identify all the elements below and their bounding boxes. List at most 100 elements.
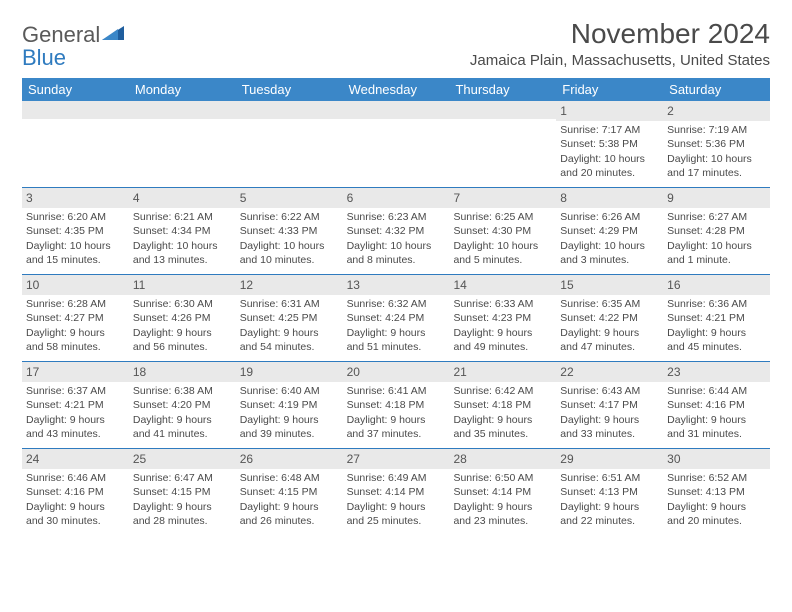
sunset: Sunset: 4:35 PM xyxy=(26,224,125,238)
sunrise: Sunrise: 6:23 AM xyxy=(347,210,446,224)
sunset: Sunset: 4:22 PM xyxy=(560,311,659,325)
day-cell: 1Sunrise: 7:17 AMSunset: 5:38 PMDaylight… xyxy=(556,101,663,187)
daylight: Daylight: 10 hours and 8 minutes. xyxy=(347,239,446,267)
day-number xyxy=(22,101,129,119)
sunrise: Sunrise: 6:30 AM xyxy=(133,297,232,311)
day-cell xyxy=(129,101,236,187)
day-cell: 27Sunrise: 6:49 AMSunset: 4:14 PMDayligh… xyxy=(343,449,450,535)
dow-tue: Tuesday xyxy=(236,78,343,101)
daylight: Daylight: 9 hours and 28 minutes. xyxy=(133,500,232,528)
week-row: 24Sunrise: 6:46 AMSunset: 4:16 PMDayligh… xyxy=(22,448,770,535)
day-cell: 25Sunrise: 6:47 AMSunset: 4:15 PMDayligh… xyxy=(129,449,236,535)
sunrise: Sunrise: 6:37 AM xyxy=(26,384,125,398)
sunset: Sunset: 4:14 PM xyxy=(347,485,446,499)
daylight: Daylight: 9 hours and 33 minutes. xyxy=(560,413,659,441)
sunrise: Sunrise: 6:38 AM xyxy=(133,384,232,398)
sunrise: Sunrise: 6:43 AM xyxy=(560,384,659,398)
daylight: Daylight: 9 hours and 37 minutes. xyxy=(347,413,446,441)
day-number: 29 xyxy=(556,449,663,469)
sunrise: Sunrise: 6:42 AM xyxy=(453,384,552,398)
dow-wed: Wednesday xyxy=(343,78,450,101)
day-number: 14 xyxy=(449,275,556,295)
daylight: Daylight: 9 hours and 35 minutes. xyxy=(453,413,552,441)
logo-word2: Blue xyxy=(22,47,66,69)
day-body: Sunrise: 6:31 AMSunset: 4:25 PMDaylight:… xyxy=(236,295,343,358)
day-number: 10 xyxy=(22,275,129,295)
sunrise: Sunrise: 6:32 AM xyxy=(347,297,446,311)
day-body: Sunrise: 6:38 AMSunset: 4:20 PMDaylight:… xyxy=(129,382,236,445)
logo-triangle-icon xyxy=(102,24,124,45)
day-number: 9 xyxy=(663,188,770,208)
day-body: Sunrise: 6:51 AMSunset: 4:13 PMDaylight:… xyxy=(556,469,663,532)
day-body: Sunrise: 6:49 AMSunset: 4:14 PMDaylight:… xyxy=(343,469,450,532)
day-number: 20 xyxy=(343,362,450,382)
daylight: Daylight: 9 hours and 23 minutes. xyxy=(453,500,552,528)
day-number: 22 xyxy=(556,362,663,382)
day-number: 6 xyxy=(343,188,450,208)
weeks-container: 1Sunrise: 7:17 AMSunset: 5:38 PMDaylight… xyxy=(22,101,770,535)
day-body: Sunrise: 6:27 AMSunset: 4:28 PMDaylight:… xyxy=(663,208,770,271)
sunset: Sunset: 4:33 PM xyxy=(240,224,339,238)
title-block: November 2024 Jamaica Plain, Massachuset… xyxy=(470,18,770,69)
daylight: Daylight: 10 hours and 20 minutes. xyxy=(560,152,659,180)
day-cell: 28Sunrise: 6:50 AMSunset: 4:14 PMDayligh… xyxy=(449,449,556,535)
daylight: Daylight: 9 hours and 47 minutes. xyxy=(560,326,659,354)
sunrise: Sunrise: 6:46 AM xyxy=(26,471,125,485)
day-body xyxy=(449,119,556,179)
sunrise: Sunrise: 6:49 AM xyxy=(347,471,446,485)
day-body: Sunrise: 6:35 AMSunset: 4:22 PMDaylight:… xyxy=(556,295,663,358)
day-body: Sunrise: 6:42 AMSunset: 4:18 PMDaylight:… xyxy=(449,382,556,445)
sunset: Sunset: 4:17 PM xyxy=(560,398,659,412)
sunrise: Sunrise: 7:19 AM xyxy=(667,123,766,137)
day-cell xyxy=(343,101,450,187)
day-body: Sunrise: 6:48 AMSunset: 4:15 PMDaylight:… xyxy=(236,469,343,532)
sunset: Sunset: 4:15 PM xyxy=(240,485,339,499)
sunset: Sunset: 4:21 PM xyxy=(667,311,766,325)
day-body xyxy=(236,119,343,179)
day-body: Sunrise: 6:26 AMSunset: 4:29 PMDaylight:… xyxy=(556,208,663,271)
dow-fri: Friday xyxy=(556,78,663,101)
daylight: Daylight: 9 hours and 56 minutes. xyxy=(133,326,232,354)
daylight: Daylight: 9 hours and 49 minutes. xyxy=(453,326,552,354)
dow-row: Sunday Monday Tuesday Wednesday Thursday… xyxy=(22,78,770,101)
day-body: Sunrise: 6:50 AMSunset: 4:14 PMDaylight:… xyxy=(449,469,556,532)
day-number: 17 xyxy=(22,362,129,382)
day-number: 16 xyxy=(663,275,770,295)
day-body: Sunrise: 6:44 AMSunset: 4:16 PMDaylight:… xyxy=(663,382,770,445)
daylight: Daylight: 9 hours and 26 minutes. xyxy=(240,500,339,528)
day-number: 13 xyxy=(343,275,450,295)
day-number: 19 xyxy=(236,362,343,382)
day-cell: 24Sunrise: 6:46 AMSunset: 4:16 PMDayligh… xyxy=(22,449,129,535)
day-number xyxy=(343,101,450,119)
sunrise: Sunrise: 6:50 AM xyxy=(453,471,552,485)
day-body: Sunrise: 7:17 AMSunset: 5:38 PMDaylight:… xyxy=(556,121,663,184)
sunrise: Sunrise: 6:21 AM xyxy=(133,210,232,224)
sunrise: Sunrise: 6:28 AM xyxy=(26,297,125,311)
daylight: Daylight: 10 hours and 17 minutes. xyxy=(667,152,766,180)
sunrise: Sunrise: 6:27 AM xyxy=(667,210,766,224)
logo: General Blue xyxy=(22,24,124,70)
day-cell xyxy=(22,101,129,187)
day-body: Sunrise: 6:32 AMSunset: 4:24 PMDaylight:… xyxy=(343,295,450,358)
sunset: Sunset: 4:30 PM xyxy=(453,224,552,238)
sunrise: Sunrise: 6:25 AM xyxy=(453,210,552,224)
sunrise: Sunrise: 6:26 AM xyxy=(560,210,659,224)
day-number: 8 xyxy=(556,188,663,208)
day-body: Sunrise: 6:23 AMSunset: 4:32 PMDaylight:… xyxy=(343,208,450,271)
day-number: 27 xyxy=(343,449,450,469)
location: Jamaica Plain, Massachusetts, United Sta… xyxy=(470,52,770,69)
calendar-grid: Sunday Monday Tuesday Wednesday Thursday… xyxy=(22,78,770,535)
daylight: Daylight: 9 hours and 45 minutes. xyxy=(667,326,766,354)
day-cell: 26Sunrise: 6:48 AMSunset: 4:15 PMDayligh… xyxy=(236,449,343,535)
day-body: Sunrise: 6:37 AMSunset: 4:21 PMDaylight:… xyxy=(22,382,129,445)
sunset: Sunset: 4:24 PM xyxy=(347,311,446,325)
day-number: 30 xyxy=(663,449,770,469)
day-body: Sunrise: 6:25 AMSunset: 4:30 PMDaylight:… xyxy=(449,208,556,271)
sunset: Sunset: 4:21 PM xyxy=(26,398,125,412)
daylight: Daylight: 10 hours and 15 minutes. xyxy=(26,239,125,267)
daylight: Daylight: 9 hours and 39 minutes. xyxy=(240,413,339,441)
sunrise: Sunrise: 6:51 AM xyxy=(560,471,659,485)
day-body: Sunrise: 6:21 AMSunset: 4:34 PMDaylight:… xyxy=(129,208,236,271)
day-body xyxy=(129,119,236,179)
sunrise: Sunrise: 6:33 AM xyxy=(453,297,552,311)
